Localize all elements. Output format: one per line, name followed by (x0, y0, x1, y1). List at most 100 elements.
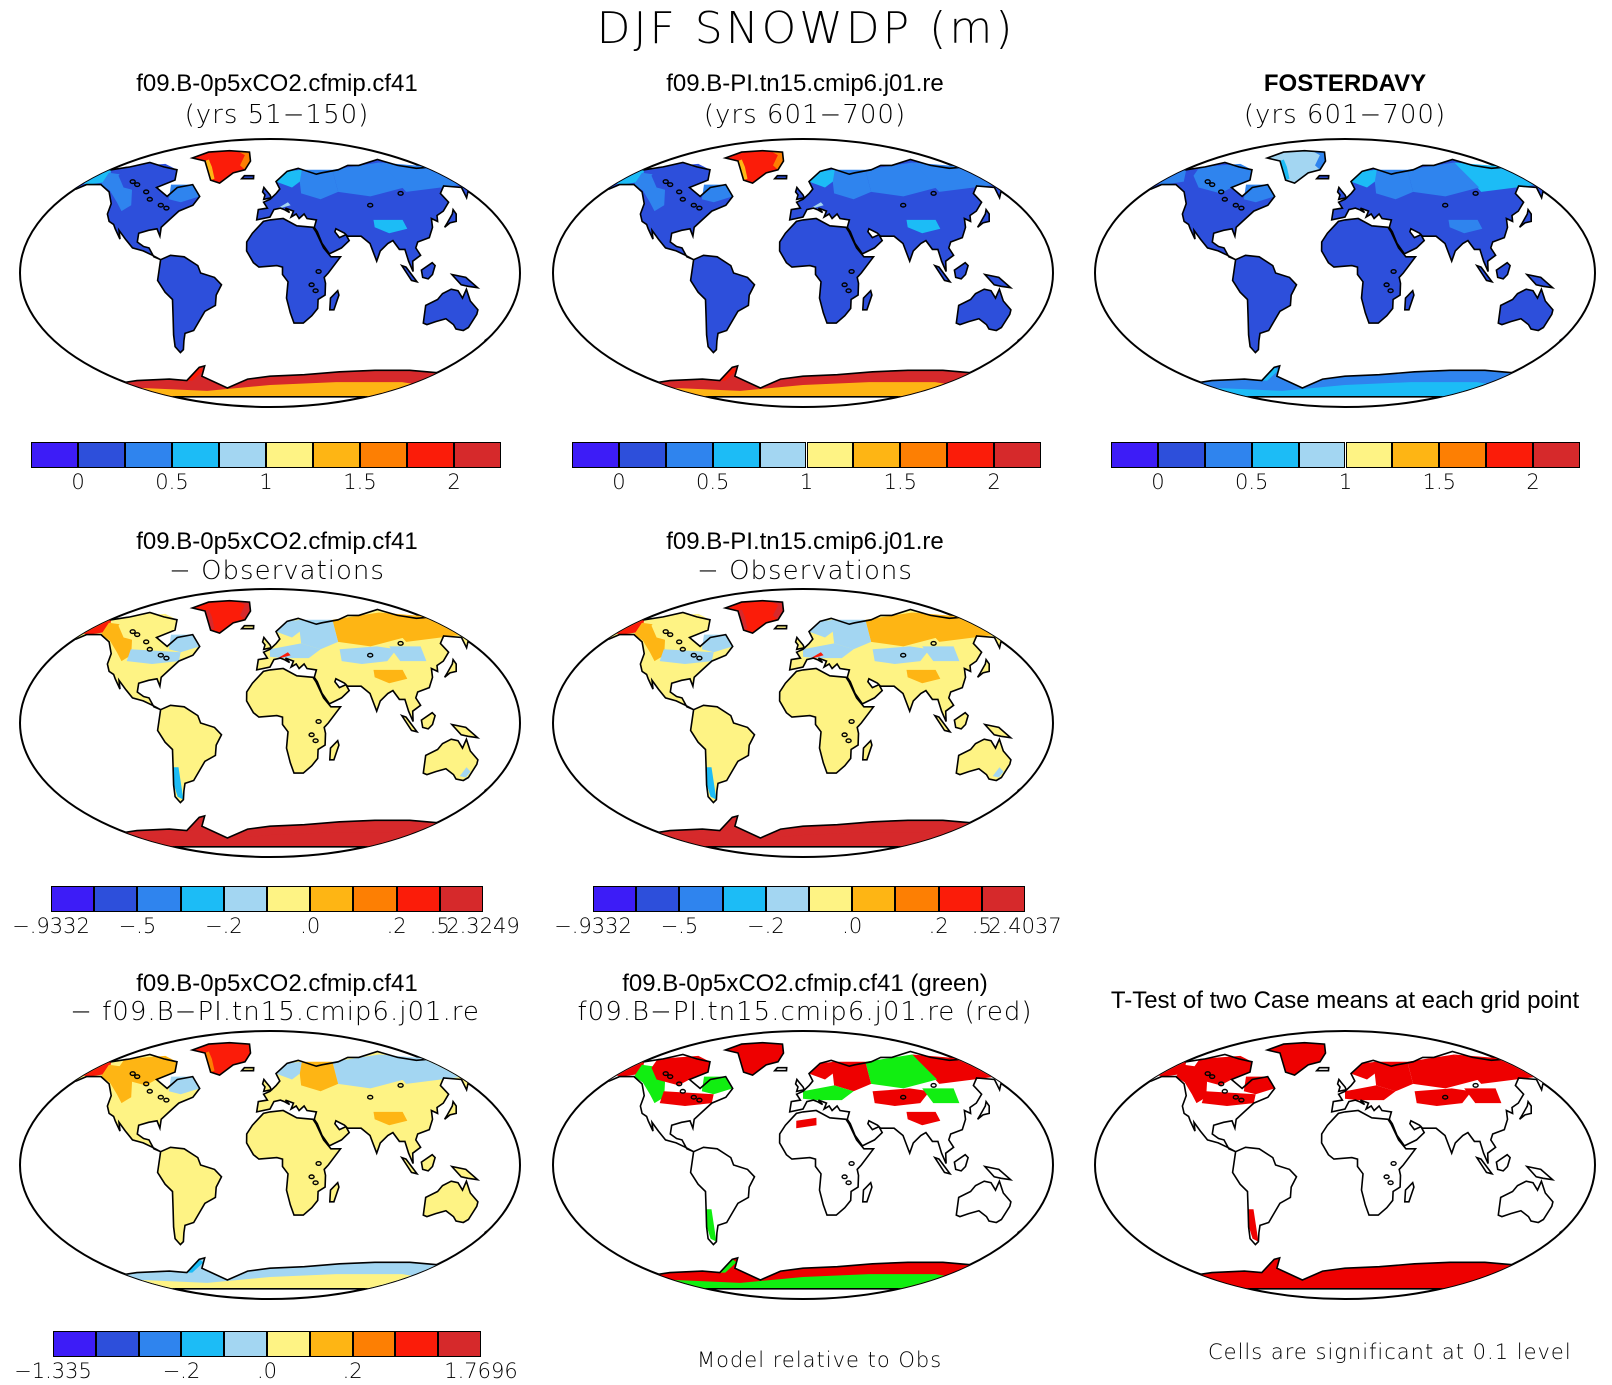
madagascar-land (329, 1182, 339, 1202)
new-guinea-land (984, 274, 1011, 288)
eurasia-coastline (255, 1050, 484, 1164)
australia-se-shading (992, 767, 1004, 778)
australia-coastline (422, 736, 479, 782)
new-guinea-coastline (1524, 273, 1556, 289)
colorbar-tick-label: 0.5 (155, 470, 189, 494)
africa-land (246, 1110, 341, 1216)
lake-outline (312, 288, 319, 294)
madagascar-coastline (861, 289, 873, 311)
lake-outline (146, 196, 154, 202)
lake-outline (312, 1180, 319, 1186)
colorbar-tick-label: 2.4037 (988, 914, 1062, 938)
madagascar-coastline (1403, 289, 1415, 311)
lake-outline (1390, 1160, 1397, 1166)
colorbar-tick-label: 0.5 (1234, 470, 1269, 494)
madagascar-land (862, 740, 872, 760)
lake-outline (1204, 179, 1211, 185)
colorbar-tick-label: .5 (429, 914, 450, 938)
lake-outline (900, 202, 907, 208)
colorbar-swatch (636, 886, 680, 912)
africa-coastline (778, 1109, 876, 1216)
tibet-shading (1448, 219, 1483, 234)
colorbar-swatch (31, 442, 78, 468)
panel-title: FOSTERDAVY (1263, 70, 1427, 97)
colorbar-swatch (438, 1331, 481, 1357)
madagascar-coastline (1403, 1181, 1415, 1203)
lake-outline (662, 629, 669, 635)
lake-outline (1208, 182, 1216, 188)
colorbar-swatch (360, 442, 407, 468)
canada-shading (118, 163, 177, 194)
colorbar-tick-label: −.2 (204, 914, 243, 938)
lake-outline (1472, 1082, 1479, 1088)
sumatra-coastline (932, 1156, 952, 1176)
greenland-coast-w-shading (205, 159, 215, 181)
colorbar-swatch (900, 442, 948, 468)
lake-outline (129, 629, 136, 635)
lake-outline (1232, 202, 1240, 208)
australia-coastline (955, 286, 1012, 332)
scandinavia-shading (1351, 169, 1377, 188)
colorbar-swatch (172, 442, 219, 468)
greenland-land (725, 1042, 784, 1076)
iceland-coastline (1314, 174, 1330, 180)
colorbar-swatch (759, 442, 807, 468)
colorbar-swatch (309, 1331, 353, 1357)
mongolia-shading (922, 1088, 960, 1104)
greenland-coast-w-shading (1280, 159, 1290, 181)
borneo-coastline (953, 711, 970, 730)
greenland-coastline (722, 1041, 785, 1076)
colorbar-swatch (938, 886, 982, 912)
scandinavia-shading (276, 1061, 302, 1080)
greenland-land (1267, 1042, 1326, 1076)
siberia-w-shading (332, 162, 405, 197)
peninsula-shading (719, 367, 737, 381)
panel-title: f09.B-0p5xCO2.cfmip.cf41 (136, 528, 418, 555)
africa-land (246, 668, 341, 774)
colorbar-tick-label: 0 (71, 470, 85, 494)
world-map-model-0p5xco2 (19, 138, 521, 408)
colorbar: −.9332 −.5 −.2 .0 .2 .5 2.4037 (554, 886, 1062, 938)
lake-outline (662, 1071, 669, 1077)
colorbar-swatch (679, 886, 723, 912)
britain-coastline (261, 1077, 273, 1093)
siberia-w-shading (865, 1054, 938, 1089)
greenland-coast-w-shading (738, 609, 748, 631)
colorbar-swatch (1111, 442, 1158, 468)
sumatra-coastline (932, 264, 952, 284)
greenland-coastline (722, 149, 785, 184)
africa-coastline (778, 217, 876, 324)
borneo-coastline (420, 711, 437, 730)
iceland-coastline (772, 624, 788, 630)
russia-w-shading (1373, 169, 1414, 200)
colorbar: −1.335 −.2 .0 .2 1.7696 (14, 1331, 518, 1383)
borneo-coastline (420, 261, 437, 280)
lake-outline (690, 1094, 698, 1100)
colorbar-swatch (593, 886, 637, 912)
tibet-shading (906, 1111, 941, 1126)
colorbar-swatch (224, 1331, 267, 1357)
lake-outline (848, 718, 855, 724)
colorbar-swatch (947, 442, 995, 468)
eurasia-coastline (788, 608, 1017, 722)
new-guinea-coastline (982, 723, 1014, 739)
alps-shading (277, 652, 291, 659)
world-map-bias-0p5xco2 (19, 588, 521, 858)
new-guinea-land (984, 1166, 1011, 1180)
lake-outline (1238, 1097, 1245, 1103)
north-america-coastline (1147, 161, 1276, 261)
lake-outline (848, 268, 855, 274)
greenland-land (725, 600, 784, 634)
lake-outline (930, 1082, 937, 1088)
lake-outline (163, 655, 170, 661)
colorbar-swatch (1392, 442, 1440, 468)
lake-outline (696, 205, 703, 211)
africa-coastline (1320, 217, 1418, 324)
colorbar-swatch (853, 442, 901, 468)
madagascar-coastline (328, 739, 340, 761)
europe-shading (270, 643, 321, 659)
britain-coastline (261, 185, 273, 201)
britain-coastline (1336, 185, 1348, 201)
colorbar-swatch (895, 886, 939, 912)
world-map-observations (1094, 138, 1596, 408)
